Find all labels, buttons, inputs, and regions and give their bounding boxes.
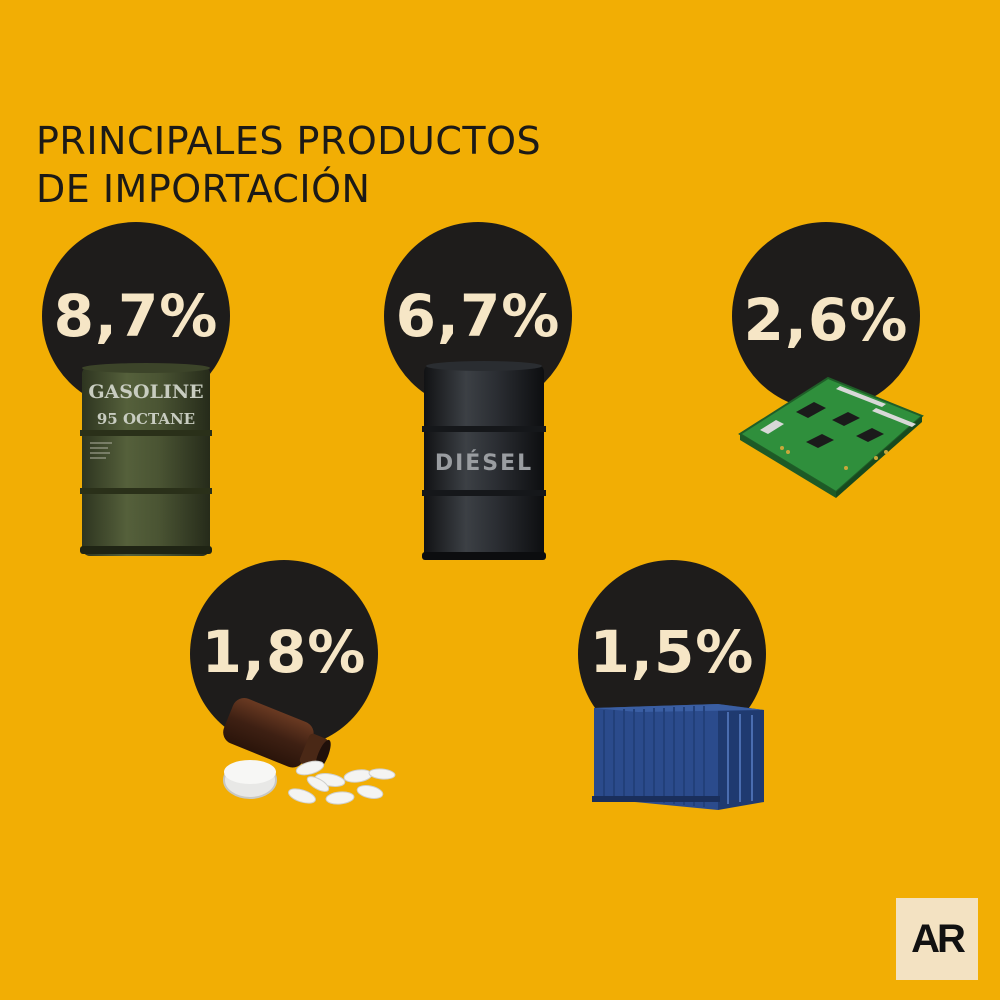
- product-diesel-circle: 6,7%: [384, 222, 572, 410]
- octane-label: 95 OCTANE: [97, 410, 195, 428]
- title-line-2: DE IMPORTACIÓN: [36, 167, 371, 212]
- page-title: PRINCIPALES PRODUCTOS DE IMPORTACIÓN: [36, 117, 656, 213]
- gasoline-label: GASOLINE: [88, 381, 203, 403]
- product-container-percent: 1,5%: [589, 618, 755, 686]
- diesel-label: DIÉSEL: [435, 450, 533, 476]
- shipping-container-icon: [592, 704, 764, 810]
- diesel-barrel-icon: DIÉSEL: [422, 361, 546, 560]
- circuit-board-icon: [738, 376, 924, 498]
- title-line-1: PRINCIPALES PRODUCTOS: [36, 119, 542, 164]
- product-pharma-percent: 1,8%: [201, 618, 367, 686]
- product-gasoline-percent: 8,7%: [53, 282, 219, 350]
- gasoline-barrel-icon: GASOLINE 95 OCTANE: [80, 363, 212, 556]
- product-electronics-percent: 2,6%: [743, 286, 909, 354]
- brand-logo: AR: [896, 898, 978, 980]
- product-diesel-percent: 6,7%: [395, 282, 561, 350]
- medicine-bottle-pills-icon: [223, 698, 396, 805]
- product-electronics-circle: 2,6%: [732, 222, 920, 410]
